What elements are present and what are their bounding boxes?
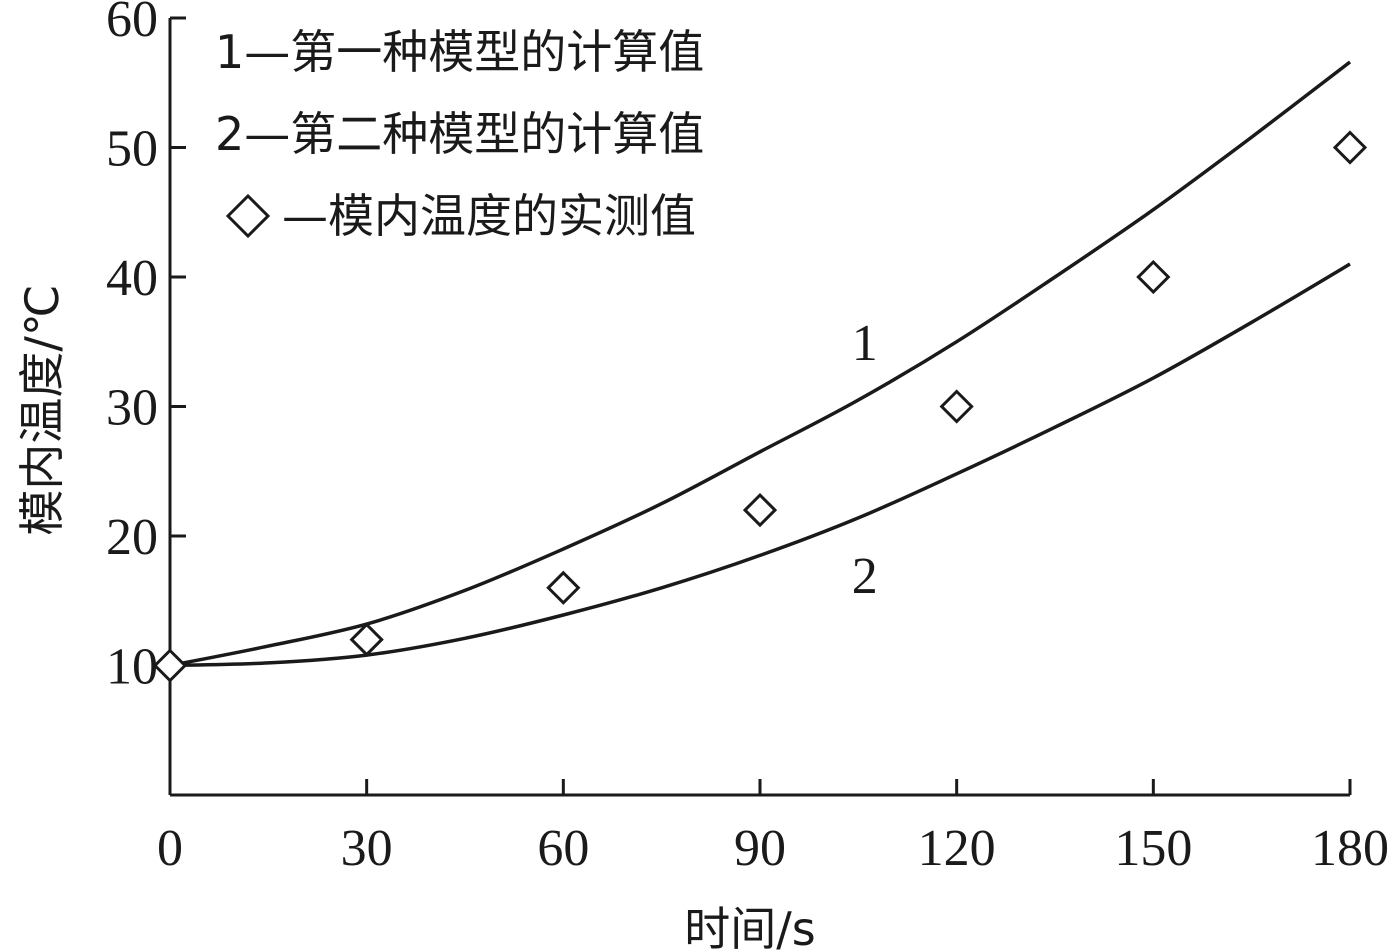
series-layer [152,60,1368,683]
curve-label-2: 2 [852,548,878,605]
x-tick-label: 60 [537,820,589,877]
series-2-line [169,262,1351,668]
measured-point-marker [742,492,778,528]
measured-point-marker [349,622,384,657]
measured-point-marker [939,389,974,424]
curve-label-1: 1 [852,315,878,372]
x-tick-label: 0 [157,820,183,877]
labels-layer: 时间/s 模内温度/℃ 1 2 [15,284,878,952]
measured-point-marker [152,648,188,683]
legend: 1—第一种模型的计算值 2—第二种模型的计算值 —模内温度的实测值 [215,25,704,243]
y-tick-label: 10 [106,639,158,696]
y-tick-label: 20 [106,509,158,566]
measured-point-marker [546,570,581,605]
measured-point-marker [1332,130,1368,165]
x-axis-title: 时间/s [684,902,815,952]
y-tick-label: 60 [106,0,158,48]
y-tick-label: 30 [106,380,158,437]
x-tick-label: 30 [341,820,393,877]
y-axis-title: 模内温度/℃ [15,284,69,535]
x-tick-label: 90 [734,820,786,877]
legend-entry-2: 2—第二种模型的计算值 [215,107,704,161]
legend-entry-measured: —模内温度的实测值 [282,189,696,243]
legend-entry-1: 1—第一种模型的计算值 [215,25,704,79]
legend-diamond-marker [225,193,271,239]
x-tick-label: 120 [918,820,996,877]
x-tick-label: 150 [1114,820,1192,877]
y-tick-label: 40 [106,250,158,307]
ticks: 10 20 30 40 50 60 0 30 60 90 120 150 180 [106,0,1389,877]
y-tick-label: 50 [106,121,158,178]
measured-point-marker [1136,259,1171,295]
x-tick-label: 180 [1311,820,1389,877]
